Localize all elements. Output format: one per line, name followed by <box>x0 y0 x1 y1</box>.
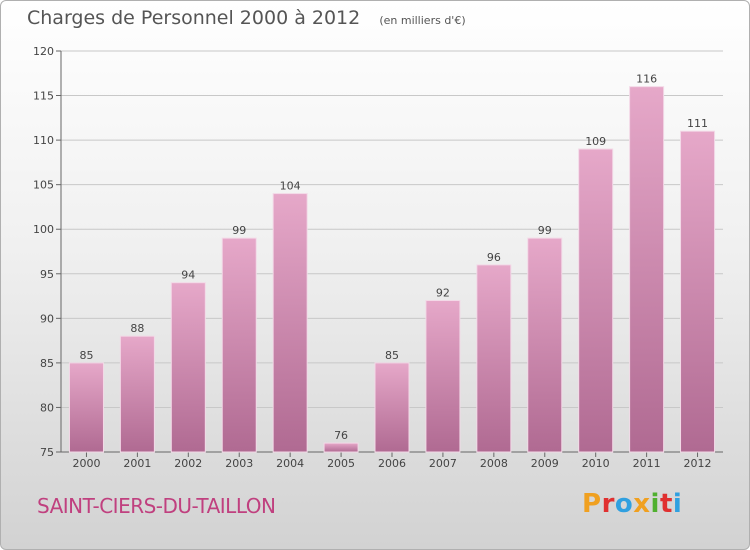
x-tick-label: 2000 <box>72 457 100 470</box>
x-tick-label: 2007 <box>429 457 457 470</box>
value-label: 111 <box>687 117 708 130</box>
value-label: 99 <box>232 224 246 237</box>
y-tick-label: 110 <box>33 134 54 147</box>
y-tick-label: 80 <box>40 401 54 414</box>
bar <box>170 282 206 453</box>
bar <box>374 362 410 453</box>
value-label: 92 <box>436 287 450 300</box>
y-tick-label: 85 <box>40 357 54 370</box>
value-label: 109 <box>585 135 606 148</box>
bar <box>629 86 665 453</box>
value-label: 94 <box>181 269 195 282</box>
bar <box>578 148 614 453</box>
logo-letter: P <box>582 489 602 519</box>
x-tick-label: 2011 <box>633 457 661 470</box>
bar <box>323 442 359 453</box>
y-tick-label: 100 <box>33 223 54 236</box>
commune-name: SAINT-CIERS-DU-TAILLON <box>37 494 276 518</box>
value-label: 99 <box>538 224 552 237</box>
bar <box>221 237 257 453</box>
logo-letter: r <box>601 489 615 519</box>
value-label: 104 <box>280 180 301 193</box>
proxiti-logo: Proxiti <box>582 489 682 519</box>
bar <box>425 300 461 453</box>
x-tick-label: 2009 <box>531 457 559 470</box>
logo-letter: i <box>672 489 683 519</box>
logo-letter: t <box>659 489 673 519</box>
value-label: 96 <box>487 251 501 264</box>
y-tick-label: 115 <box>33 90 54 103</box>
x-tick-label: 2001 <box>123 457 151 470</box>
y-tick-label: 95 <box>40 268 54 281</box>
bar <box>119 335 155 453</box>
bar <box>476 264 512 453</box>
value-label: 85 <box>79 349 93 362</box>
chart-subtitle: (en milliers d'€) <box>379 14 466 27</box>
value-label: 88 <box>130 322 144 335</box>
y-tick-label: 90 <box>40 312 54 325</box>
x-tick-label: 2005 <box>327 457 355 470</box>
y-tick-label: 120 <box>33 45 54 58</box>
chart-title: Charges de Personnel 2000 à 2012 <box>27 7 361 29</box>
title-row: Charges de Personnel 2000 à 2012 (en mil… <box>27 7 466 29</box>
x-tick-label: 2012 <box>684 457 712 470</box>
bar <box>68 362 104 453</box>
logo-letter: i <box>650 489 660 519</box>
value-label: 116 <box>636 73 657 86</box>
logo-letter: x <box>633 489 651 519</box>
x-tick-label: 2003 <box>225 457 253 470</box>
y-tick-label: 105 <box>33 179 54 192</box>
bar <box>680 130 716 453</box>
value-label: 85 <box>385 349 399 362</box>
x-tick-label: 2002 <box>174 457 202 470</box>
x-tick-label: 2004 <box>276 457 304 470</box>
y-tick-label: 75 <box>40 446 54 459</box>
x-tick-label: 2008 <box>480 457 508 470</box>
labels: 75 80 85 90 95 100 105 110 115 120 85 2000 88 2001 94 2… <box>33 45 712 470</box>
bar <box>527 237 563 453</box>
bars <box>68 86 716 453</box>
x-tick-label: 2010 <box>582 457 610 470</box>
x-tick-label: 2006 <box>378 457 406 470</box>
logo-letter: o <box>614 489 634 519</box>
value-label: 76 <box>334 429 348 442</box>
bar <box>272 193 308 453</box>
